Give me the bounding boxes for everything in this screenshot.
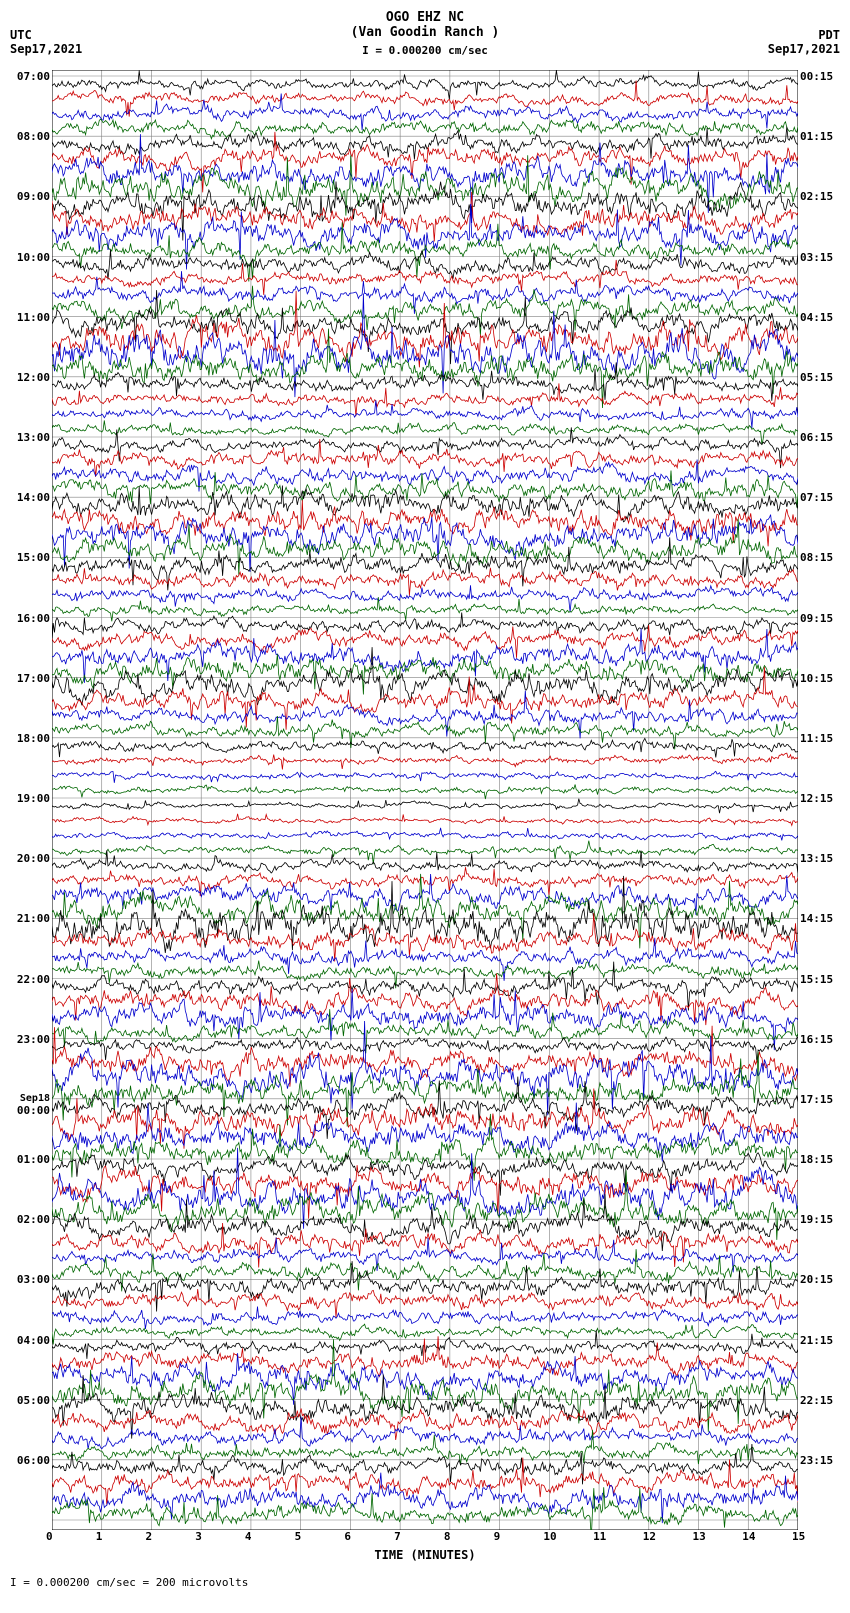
left-hour-label: 02:00	[10, 1213, 50, 1226]
x-tick: 7	[394, 1530, 401, 1543]
right-hour-label: 20:15	[800, 1273, 840, 1286]
right-hour-label: 03:15	[800, 251, 840, 264]
left-hour-label: 10:00	[10, 251, 50, 264]
left-time-labels: 07:00 08:00 09:00 10:00 11:00 12:00 13:00 14:00…	[10, 70, 50, 1530]
tz-left-label: UTC	[10, 28, 82, 42]
tz-right: PDT Sep17,2021	[768, 28, 840, 56]
right-hour-label: 07:15	[800, 491, 840, 504]
x-tick: 6	[344, 1530, 351, 1543]
x-tick: 12	[643, 1530, 656, 1543]
right-hour-label: 10:15	[800, 672, 840, 685]
x-tick: 3	[195, 1530, 202, 1543]
left-hour-label: 14:00	[10, 491, 50, 504]
x-tick: 15	[792, 1530, 805, 1543]
x-tick: 10	[543, 1530, 556, 1543]
left-hour-label: 21:00	[10, 912, 50, 925]
left-hour-label: Sep1800:00	[10, 1093, 50, 1117]
right-hour-label: 17:15	[800, 1093, 840, 1106]
right-hour-label: 02:15	[800, 190, 840, 203]
x-tick: 0	[46, 1530, 53, 1543]
scale-note: I = 0.000200 cm/sec	[10, 44, 840, 57]
left-hour-label: 19:00	[10, 792, 50, 805]
left-hour-label: 12:00	[10, 371, 50, 384]
left-hour-label: 13:00	[10, 431, 50, 444]
seismogram-svg	[52, 70, 798, 1530]
left-hour-label: 17:00	[10, 672, 50, 685]
x-tick: 9	[494, 1530, 501, 1543]
right-hour-label: 11:15	[800, 732, 840, 745]
right-hour-label: 04:15	[800, 311, 840, 324]
chart-header: UTC Sep17,2021 PDT Sep17,2021 OGO EHZ NC…	[10, 10, 840, 70]
x-tick-labels: 0123456789101112131415	[52, 1530, 798, 1546]
right-hour-label: 05:15	[800, 371, 840, 384]
right-hour-label: 09:15	[800, 612, 840, 625]
left-hour-label: 16:00	[10, 612, 50, 625]
tz-left: UTC Sep17,2021	[10, 28, 82, 56]
tz-right-date: Sep17,2021	[768, 42, 840, 56]
x-tick: 2	[145, 1530, 152, 1543]
tz-left-date: Sep17,2021	[10, 42, 82, 56]
left-hour-label: 11:00	[10, 311, 50, 324]
plot-area: 07:0008:0009:0010:0011:0012:0013:0014:00…	[52, 70, 798, 1562]
right-hour-label: 13:15	[800, 852, 840, 865]
x-tick: 11	[593, 1530, 606, 1543]
right-hour-label: 01:15	[800, 130, 840, 143]
left-hour-label: 15:00	[10, 551, 50, 564]
left-hour-label: 08:00	[10, 130, 50, 143]
right-hour-label: 23:15	[800, 1454, 840, 1467]
right-hour-label: 18:15	[800, 1153, 840, 1166]
left-hour-label: 22:00	[10, 973, 50, 986]
right-hour-label: 06:15	[800, 431, 840, 444]
right-hour-label: 12:15	[800, 792, 840, 805]
tz-right-label: PDT	[768, 28, 840, 42]
right-hour-label: 14:15	[800, 912, 840, 925]
left-hour-label: 05:00	[10, 1394, 50, 1407]
left-hour-label: 23:00	[10, 1033, 50, 1046]
right-time-labels: 00:15 01:15 02:15 03:15 04:15 05:15 06:15 07:15…	[800, 70, 840, 1530]
right-hour-label: 08:15	[800, 551, 840, 564]
left-hour-label: 04:00	[10, 1334, 50, 1347]
right-hour-label: 00:15	[800, 70, 840, 83]
left-hour-label: 03:00	[10, 1273, 50, 1286]
station-title: OGO EHZ NC	[10, 10, 840, 25]
left-hour-label: 07:00	[10, 70, 50, 83]
right-hour-label: 19:15	[800, 1213, 840, 1226]
x-axis-label: TIME (MINUTES)	[52, 1548, 798, 1562]
left-hour-label: 06:00	[10, 1454, 50, 1467]
left-hour-label: 09:00	[10, 190, 50, 203]
location-title: (Van Goodin Ranch )	[10, 25, 840, 40]
x-tick: 13	[693, 1530, 706, 1543]
x-tick: 1	[96, 1530, 103, 1543]
right-hour-label: 22:15	[800, 1394, 840, 1407]
x-tick: 5	[295, 1530, 302, 1543]
left-hour-label: 01:00	[10, 1153, 50, 1166]
right-hour-label: 21:15	[800, 1334, 840, 1347]
right-hour-label: 16:15	[800, 1033, 840, 1046]
x-tick: 4	[245, 1530, 252, 1543]
right-hour-label: 15:15	[800, 973, 840, 986]
x-tick: 8	[444, 1530, 451, 1543]
left-hour-label: 18:00	[10, 732, 50, 745]
left-hour-label: 20:00	[10, 852, 50, 865]
footer-scale: I = 0.000200 cm/sec = 200 microvolts	[10, 1576, 840, 1589]
x-tick: 14	[742, 1530, 755, 1543]
